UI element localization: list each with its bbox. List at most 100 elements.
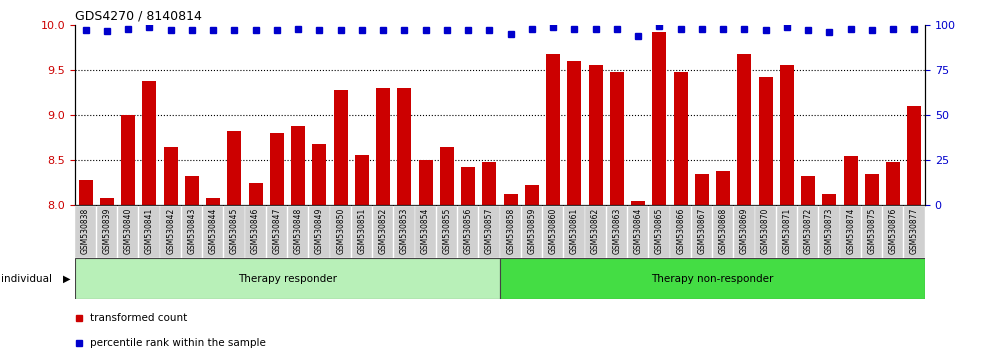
Bar [482,162,496,205]
FancyBboxPatch shape [97,206,117,258]
Bar [185,176,199,205]
Text: GSM530841: GSM530841 [145,208,154,254]
Text: GSM530850: GSM530850 [336,208,345,255]
Text: Therapy responder: Therapy responder [238,274,337,284]
FancyBboxPatch shape [479,206,500,258]
Bar [737,54,751,205]
Bar [801,176,815,205]
FancyBboxPatch shape [649,206,670,258]
Bar [844,156,858,205]
Text: GSM530843: GSM530843 [187,208,196,255]
Text: GSM530861: GSM530861 [570,208,579,254]
FancyBboxPatch shape [267,206,287,258]
FancyBboxPatch shape [203,206,223,258]
Bar [164,147,178,205]
Text: GSM530862: GSM530862 [591,208,600,254]
Bar [291,126,305,205]
Bar [780,65,794,205]
Bar [546,54,560,205]
Bar [865,174,879,205]
Bar [376,88,390,205]
Bar [674,72,688,205]
FancyBboxPatch shape [862,206,882,258]
Text: individual: individual [1,274,52,284]
FancyBboxPatch shape [692,206,712,258]
Bar [461,167,475,205]
FancyBboxPatch shape [224,206,245,258]
Text: GSM530851: GSM530851 [357,208,366,254]
Text: GDS4270 / 8140814: GDS4270 / 8140814 [75,9,202,22]
Bar [100,198,114,205]
Bar [610,72,624,205]
Bar [567,61,581,205]
Text: percentile rank within the sample: percentile rank within the sample [90,338,266,348]
FancyBboxPatch shape [607,206,627,258]
Text: GSM530844: GSM530844 [209,208,218,255]
Text: GSM530858: GSM530858 [506,208,515,254]
Bar [206,198,220,205]
Bar [822,194,836,205]
Text: GSM530853: GSM530853 [400,208,409,255]
Bar [525,185,539,205]
Text: GSM530867: GSM530867 [697,208,706,255]
Text: GSM530877: GSM530877 [910,208,919,255]
Bar [716,171,730,205]
FancyBboxPatch shape [585,206,606,258]
FancyBboxPatch shape [458,206,478,258]
Text: GSM530846: GSM530846 [251,208,260,255]
Text: GSM530854: GSM530854 [421,208,430,255]
Bar [500,258,925,299]
Text: GSM530864: GSM530864 [634,208,643,255]
FancyBboxPatch shape [160,206,181,258]
Text: GSM530871: GSM530871 [782,208,791,254]
Bar [419,160,433,205]
Bar [907,106,921,205]
FancyBboxPatch shape [543,206,563,258]
FancyBboxPatch shape [352,206,372,258]
Bar [504,194,518,205]
Bar [440,147,454,205]
Text: GSM530842: GSM530842 [166,208,175,254]
FancyBboxPatch shape [139,206,160,258]
Text: GSM530839: GSM530839 [102,208,111,255]
FancyBboxPatch shape [500,206,521,258]
FancyBboxPatch shape [75,206,96,258]
FancyBboxPatch shape [777,206,797,258]
Text: GSM530866: GSM530866 [676,208,685,255]
FancyBboxPatch shape [713,206,733,258]
Text: GSM530860: GSM530860 [549,208,558,255]
FancyBboxPatch shape [840,206,861,258]
Text: GSM530876: GSM530876 [889,208,898,255]
Bar [652,32,666,205]
FancyBboxPatch shape [755,206,776,258]
Bar [355,155,369,205]
Bar [695,174,709,205]
Bar [270,133,284,205]
FancyBboxPatch shape [883,206,903,258]
FancyBboxPatch shape [394,206,415,258]
FancyBboxPatch shape [118,206,138,258]
Bar [334,90,348,205]
Bar [886,162,900,205]
Text: GSM530875: GSM530875 [867,208,876,255]
Bar [142,81,156,205]
Bar [631,201,645,205]
Bar [397,88,411,205]
Text: GSM530870: GSM530870 [761,208,770,255]
FancyBboxPatch shape [309,206,330,258]
Text: GSM530849: GSM530849 [315,208,324,255]
FancyBboxPatch shape [415,206,436,258]
Text: GSM530859: GSM530859 [527,208,536,255]
FancyBboxPatch shape [670,206,691,258]
FancyBboxPatch shape [522,206,542,258]
Bar [121,115,135,205]
Bar [312,144,326,205]
FancyBboxPatch shape [798,206,818,258]
Text: GSM530868: GSM530868 [719,208,728,254]
FancyBboxPatch shape [437,206,457,258]
FancyBboxPatch shape [734,206,755,258]
Text: GSM530856: GSM530856 [464,208,473,255]
Text: GSM530863: GSM530863 [612,208,621,255]
Text: ▶: ▶ [63,274,70,284]
FancyBboxPatch shape [182,206,202,258]
